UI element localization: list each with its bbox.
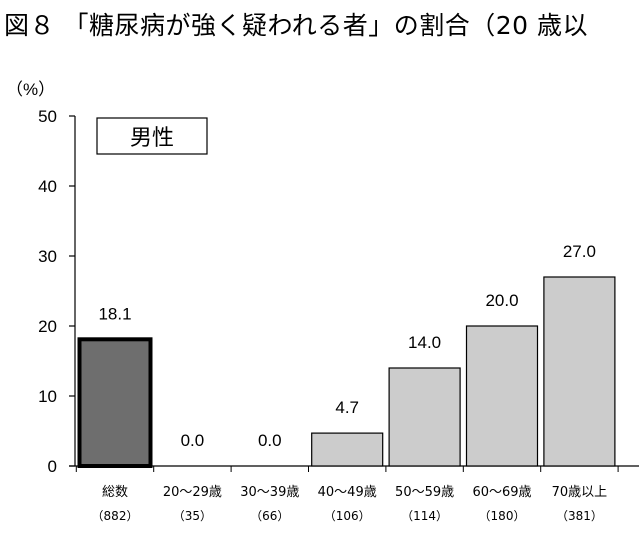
x-category-label: 50～59歳 xyxy=(395,485,454,500)
bar-age-group xyxy=(543,276,616,467)
y-tick-label: 0 xyxy=(48,457,57,476)
bar-age-group xyxy=(311,432,384,467)
y-tick-label: 10 xyxy=(38,387,57,406)
y-tick-label: 30 xyxy=(38,247,57,266)
data-label: 20.0 xyxy=(485,291,518,310)
chart-title: 図８ 「糖尿病が強く疑われる者」の割合（20 歳以 xyxy=(4,11,588,40)
bar-age-group xyxy=(388,367,461,467)
bar-age-group xyxy=(465,325,539,467)
x-category-label: 20～29歳 xyxy=(163,485,222,500)
x-category-label: 総数 xyxy=(102,485,128,500)
x-count-label: （106） xyxy=(324,509,371,523)
x-count-label: （114） xyxy=(401,509,448,523)
x-category-label: 60～69歳 xyxy=(472,485,531,500)
x-count-label: （180） xyxy=(479,509,526,523)
x-count-label: （381） xyxy=(556,509,603,523)
legend-box xyxy=(96,117,208,155)
x-category-label: 70歳以上 xyxy=(552,485,608,500)
data-label: 0.0 xyxy=(258,431,282,450)
data-label: 0.0 xyxy=(181,431,205,450)
y-tick-label: 50 xyxy=(38,107,57,126)
bar-total xyxy=(77,337,153,468)
x-count-label: （882） xyxy=(92,509,139,523)
y-tick-label: 20 xyxy=(38,317,57,336)
y-tick-label: 40 xyxy=(38,177,57,196)
x-count-label: （66） xyxy=(250,509,289,523)
x-count-label: （35） xyxy=(173,509,212,523)
data-label: 14.0 xyxy=(408,333,441,352)
data-label: 18.1 xyxy=(98,304,131,323)
x-category-label: 30～39歳 xyxy=(240,485,299,500)
y-axis-unit-label: （%） xyxy=(6,80,55,99)
legend-label: 男性 xyxy=(130,126,174,151)
data-label: 27.0 xyxy=(563,242,596,261)
data-label: 4.7 xyxy=(335,398,359,417)
x-category-label: 40～49歳 xyxy=(318,485,377,500)
